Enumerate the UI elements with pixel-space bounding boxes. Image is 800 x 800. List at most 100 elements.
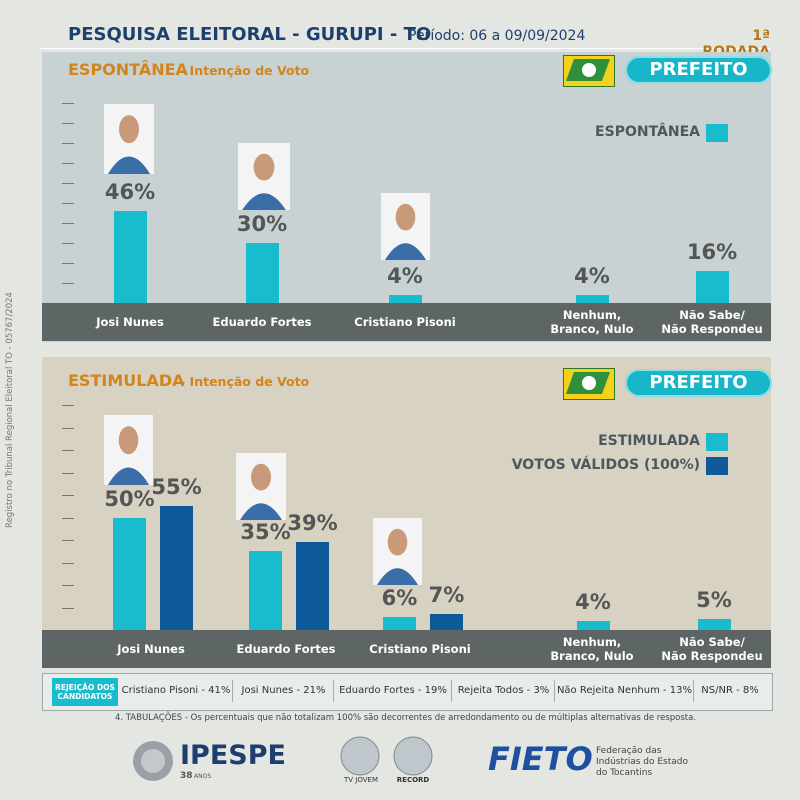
axis-dash xyxy=(62,517,74,519)
footnote: 4. TABULAÇÕES - Os percentuais que não t… xyxy=(114,713,697,723)
rejection-box xyxy=(42,673,773,711)
value-label: 4% xyxy=(575,590,611,614)
header-rule xyxy=(40,48,771,49)
category-strip xyxy=(42,303,771,341)
axis-dash xyxy=(62,450,74,451)
flag xyxy=(563,55,615,87)
candidate-photo xyxy=(381,193,430,260)
category-label: Josi Nunes xyxy=(96,315,164,329)
value-label: 5% xyxy=(696,587,732,612)
ipespe-logo: IPESPE xyxy=(180,740,286,771)
category-label: Nenhum, Branco, Nulo xyxy=(550,635,634,663)
badge: PREFEITO xyxy=(625,56,772,84)
bar xyxy=(296,542,329,630)
bar xyxy=(575,295,609,303)
category-label: Cristiano Pisoni xyxy=(354,315,456,329)
bar xyxy=(160,506,193,630)
legend-swatch xyxy=(706,124,728,142)
candidate-photo xyxy=(238,143,290,210)
category-label: Cristiano Pisoni xyxy=(369,642,471,656)
axis-dash xyxy=(62,427,74,429)
axis-dash xyxy=(62,562,74,564)
bar xyxy=(697,618,731,630)
value-label: 7% xyxy=(428,583,465,608)
axis-dash xyxy=(62,243,74,244)
axis-dash xyxy=(62,540,74,541)
axis-dash xyxy=(62,103,74,104)
value-label: 50% xyxy=(104,486,155,511)
tv-jovem: TV JOVEM xyxy=(344,776,378,784)
axis-dash xyxy=(62,223,74,224)
value-label: 46% xyxy=(104,180,156,204)
chart-subtitle: - Intenção de Voto xyxy=(180,63,310,78)
candidate-photo xyxy=(373,518,422,585)
category-label: Não Sabe/ Não Respondeu xyxy=(661,635,763,663)
rejection-item: Josi Nunes - 21% xyxy=(232,680,334,702)
rejection-item: Cristiano Pisoni - 41% xyxy=(121,685,231,696)
bar xyxy=(245,243,279,303)
rejection-item: Eduardo Fortes - 19% xyxy=(333,680,452,702)
value-label: 16% xyxy=(686,240,738,264)
legend-label: ESPONTÂNEA xyxy=(595,124,700,140)
legend-label: ESTIMULADA xyxy=(598,433,700,449)
bar xyxy=(388,295,422,303)
value-label: 35% xyxy=(240,520,291,545)
ipespe-years-word: ANOS xyxy=(194,773,212,780)
badge: PREFEITO xyxy=(625,369,772,397)
ipespe-years: 38 xyxy=(180,771,193,781)
category-strip xyxy=(42,630,771,668)
bar xyxy=(113,517,146,630)
axis-dash xyxy=(62,607,74,609)
bar xyxy=(249,551,282,630)
value-label: 6% xyxy=(381,585,418,610)
axis-dash xyxy=(62,203,74,204)
rejection-item: NS/NR - 8% xyxy=(693,680,766,702)
fieto-text: Federação das Indústrias do Estado do To… xyxy=(596,746,688,778)
rejection-label: REJEIÇÃO DOS CANDIDATOS xyxy=(52,678,118,706)
value-label: 30% xyxy=(236,212,288,236)
bar xyxy=(113,211,147,303)
category-label: Nenhum, Branco, Nulo xyxy=(550,308,634,336)
flag xyxy=(563,368,615,400)
tv-record: RECORD xyxy=(396,776,430,784)
value-label: 4% xyxy=(574,264,610,288)
axis-dash xyxy=(62,283,74,284)
tv-logos xyxy=(340,736,433,776)
axis-dash xyxy=(62,495,74,496)
title: PESQUISA ELEITORAL - GURUPI - TO xyxy=(68,24,432,45)
legend-swatch xyxy=(706,433,728,451)
fieto-logo: FIETO xyxy=(488,740,593,778)
axis-dash xyxy=(62,123,74,124)
axis-dash xyxy=(62,585,74,586)
legend-swatch xyxy=(706,457,728,475)
category-label: Não Sabe/ Não Respondeu xyxy=(661,308,763,336)
chart-subtitle: - Intenção de Voto xyxy=(180,374,310,389)
value-label: 55% xyxy=(151,475,202,500)
candidate-photo xyxy=(236,453,286,520)
bar xyxy=(576,621,610,630)
axis-dash xyxy=(62,143,74,144)
axis-dash xyxy=(62,263,74,264)
value-label: 4% xyxy=(387,264,423,288)
rejection-item: Rejeita Todos - 3% xyxy=(451,680,555,702)
ipespe-icon xyxy=(133,741,173,781)
chart-title: ESPONTÂNEA xyxy=(68,60,188,79)
bar xyxy=(383,616,416,630)
bar xyxy=(695,271,729,303)
period: Período: 06 a 09/09/2024 xyxy=(408,28,586,44)
category-label: Eduardo Fortes xyxy=(212,315,312,329)
axis-dash xyxy=(62,472,74,474)
registry: Registro no Tribunal Regional Eleitoral … xyxy=(5,292,15,528)
axis-dash xyxy=(62,183,74,184)
category-label: Josi Nunes xyxy=(117,642,185,656)
axis-dash xyxy=(62,163,74,164)
category-label: Eduardo Fortes xyxy=(236,642,336,656)
legend-label: VOTOS VÁLIDOS (100%) xyxy=(511,457,700,473)
candidate-photo xyxy=(104,104,154,174)
value-label: 39% xyxy=(287,511,338,536)
chart-title: ESTIMULADA xyxy=(68,371,185,390)
candidate-photo xyxy=(104,415,153,485)
rejection-item: Não Rejeita Nenhum - 13% xyxy=(554,680,694,702)
axis-dash xyxy=(62,405,74,406)
